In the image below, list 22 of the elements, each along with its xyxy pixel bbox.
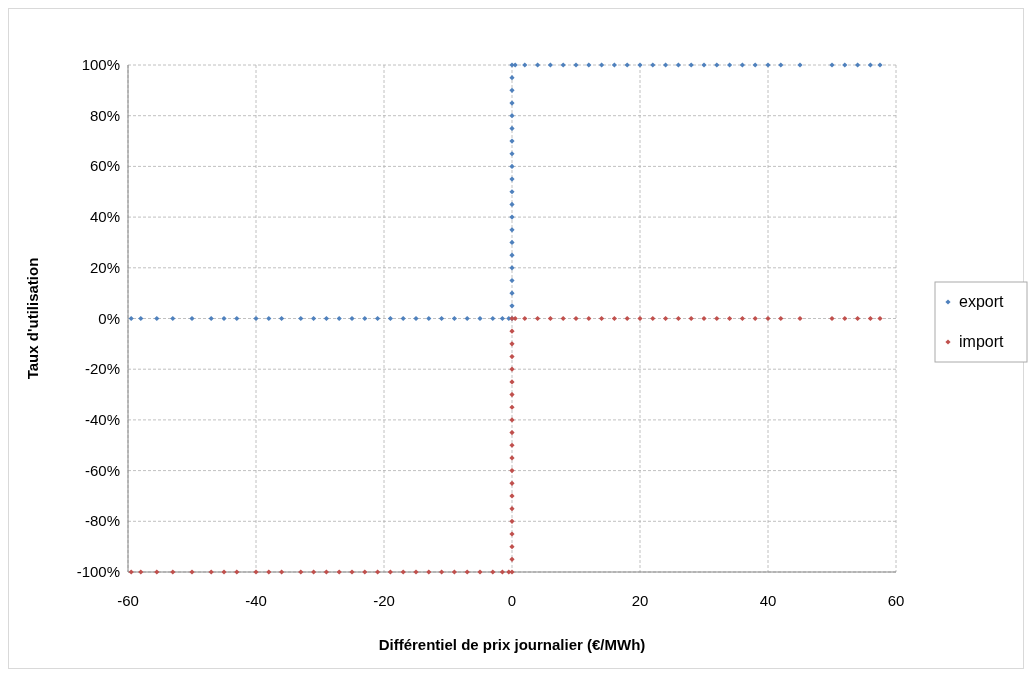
y-axis-title: Taux d'utilisation — [24, 257, 41, 380]
y-tick-label: 80% — [89, 106, 120, 124]
x-tick-label: -60 — [117, 592, 139, 609]
legend-label: export — [959, 293, 1005, 310]
y-tick-label: 40% — [89, 208, 120, 226]
y-tick-label: 0% — [98, 309, 120, 327]
y-tick-label: 100% — [81, 56, 120, 73]
legend-label: import — [959, 333, 1005, 350]
y-tick-label: -40% — [84, 410, 120, 428]
y-tick-label: -80% — [84, 512, 120, 530]
x-tick-label: 0 — [507, 592, 517, 609]
x-tick-label: 40 — [759, 592, 777, 609]
x-tick-label: -40 — [245, 592, 267, 609]
y-tick-label: -60% — [84, 461, 120, 479]
x-axis-title: Différentiel de prix journalier (€/MWh) — [378, 636, 646, 653]
x-tick-label: 60 — [887, 592, 905, 609]
y-tick-label: -20% — [84, 360, 120, 378]
x-tick-label: -20 — [373, 592, 395, 609]
y-tick-label: 60% — [89, 157, 120, 175]
x-tick-label: 20 — [631, 592, 649, 609]
y-tick-label: 20% — [89, 258, 120, 276]
y-tick-label: -100% — [76, 563, 120, 580]
